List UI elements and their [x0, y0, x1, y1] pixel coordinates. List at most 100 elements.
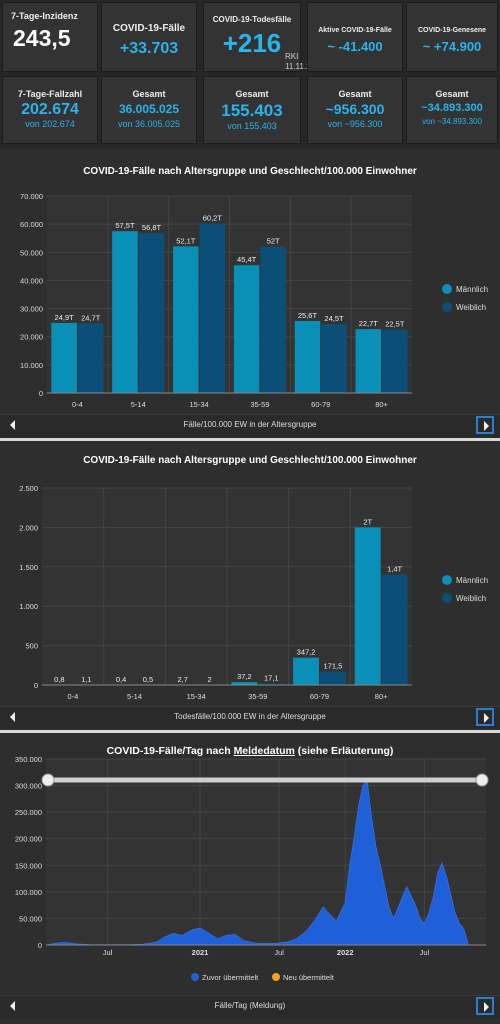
x-tick-label: 0-4 [72, 400, 83, 409]
y-tick-label: 200.000 [15, 835, 42, 844]
x-tick-label: 2022 [337, 948, 354, 957]
legend-swatch [442, 302, 452, 312]
kpi-aktiv[interactable]: Aktive COVID-19-Fälle ~ -41.400 [307, 2, 403, 72]
title-text: (siehe Erläuterung) [294, 745, 394, 757]
legend-label: Männlich [456, 576, 488, 585]
cases-age-chart: 0 10.000 20.000 30.000 40.000 50.000 60.000 70.… [20, 192, 488, 409]
y-tick-label: 2.000 [19, 523, 38, 532]
bar [382, 329, 408, 393]
data-label: 2T [363, 517, 372, 526]
legend-swatch [442, 284, 452, 294]
kpi-faelle-gesamt[interactable]: Gesamt 36.005.025 von 36.005.025 [101, 76, 197, 144]
daily-cases-chart: 0 50.000 100.000 150.000 200.000 250.000 300.0… [15, 755, 489, 982]
chart-title: COVID-19-Fälle nach Altersgruppe und Ges… [83, 166, 417, 177]
bar [293, 657, 319, 685]
y-tick-label: 100.000 [15, 888, 42, 897]
title-text: COVID-19-Fälle/Tag nach [106, 745, 234, 757]
bar [321, 324, 347, 393]
data-label: 0,4 [116, 675, 126, 684]
chart-navbar: Fälle/Tag (Meldung) [0, 995, 500, 1018]
bar [77, 323, 104, 393]
legend-swatch [191, 973, 199, 981]
x-tick-label: 5-14 [127, 692, 142, 701]
data-label: 24,5T [324, 314, 344, 323]
data-label: 24,9T [55, 313, 75, 322]
kpi-genesen-gesamt[interactable]: Gesamt ~34.893.300 von ~34.893.300 [406, 76, 498, 144]
bar [320, 671, 346, 685]
bar [199, 223, 226, 393]
legend-label: Neu übermittelt [283, 973, 335, 982]
data-label: 56,8T [142, 223, 162, 232]
kpi-label: 7-Tage-Fallzahl [17, 89, 83, 99]
y-tick-label: 60.000 [20, 220, 43, 229]
kpi-value: 202.674 [21, 101, 79, 118]
kpi-label: 7-Tage-Inzidenz [11, 11, 78, 21]
kpi-value: ~ -41.400 [327, 39, 383, 54]
y-tick-label: 300.000 [15, 782, 42, 791]
divider [0, 438, 500, 441]
nav-next-button[interactable] [476, 997, 494, 1015]
data-label: 1,1 [81, 675, 91, 684]
deaths-age-chart: 0 500 1.000 1.500 2.000 2.500 0,8 1,10-4 0,4 0,55… [19, 484, 488, 701]
kpi-label: COVID-19-Fälle [112, 23, 186, 34]
y-tick-label: 0 [39, 389, 43, 398]
kpi-tode-gesamt[interactable]: Gesamt 155.403 von 155.403 [203, 76, 301, 144]
data-label: 22,7T [359, 319, 379, 328]
meldedatum-link[interactable]: Meldedatum [233, 745, 295, 757]
x-tick-label: 35-59 [250, 400, 269, 409]
y-tick-label: 250.000 [15, 808, 42, 817]
bar [233, 265, 260, 393]
x-tick-label: 2021 [192, 948, 209, 957]
nav-next-button[interactable] [476, 416, 494, 434]
divider [0, 730, 500, 733]
kpi-aktiv-gesamt[interactable]: Gesamt ~956.300 von ~956.300 [307, 76, 403, 144]
kpi-faelle[interactable]: COVID-19-Fälle +33.703 [101, 2, 197, 72]
data-label: 22,5T [385, 320, 405, 329]
bar [51, 322, 77, 393]
kpi-genesen[interactable]: COVID-19-Genesene ~ +74.900 [406, 2, 498, 72]
data-label: 45,4T [237, 255, 257, 264]
y-tick-label: 150.000 [15, 861, 42, 870]
kpi-value: ~ +74.900 [422, 39, 482, 54]
y-tick-label: 1.000 [19, 602, 38, 611]
data-label: 57,5T [115, 221, 135, 230]
legend-swatch [272, 973, 280, 981]
x-tick-label: 35-59 [248, 692, 267, 701]
kpi-tode[interactable]: COVID-19-Todesfälle +216 [203, 2, 301, 72]
nav-prev-button[interactable] [10, 420, 15, 430]
nav-next-button[interactable] [476, 708, 494, 726]
chart-navbar: Fälle/100.000 EW in der Altersgruppe [0, 414, 500, 437]
y-tick-label: 30.000 [20, 305, 43, 314]
data-label: 24,7T [81, 313, 101, 322]
chart-title: COVID-19-Fälle/Tag nach Meldedatum (sieh… [0, 745, 500, 757]
kpi-label: COVID-19-Todesfälle [212, 15, 292, 24]
kpi-value: 155.403 [221, 101, 283, 120]
kpi-sub: von 36.005.025 [117, 119, 181, 129]
data-label: 60,2T [203, 214, 223, 223]
x-tick-label: 0-4 [67, 692, 78, 701]
bar [231, 682, 258, 685]
x-tick-label: 60-79 [311, 400, 330, 409]
y-tick-label: 0 [34, 681, 38, 690]
x-axis-label: Fälle/Tag (Meldung) [214, 1001, 286, 1010]
kpi-inzidenz[interactable]: 7-Tage-Inzidenz 243,5 [2, 2, 98, 72]
kpi-fallzahl[interactable]: 7-Tage-Fallzahl 202.674 von 202.674 [2, 76, 98, 144]
y-tick-label: 10.000 [20, 361, 43, 370]
data-label: 0,5 [143, 675, 153, 684]
x-tick-label: Jul [420, 948, 430, 957]
nav-prev-button[interactable] [10, 712, 15, 722]
data-label: 347,2 [297, 648, 316, 657]
kpi-grid: 7-Tage-Inzidenz 243,5 COVID-19-Fälle +33… [0, 0, 500, 148]
y-tick-label: 350.000 [15, 755, 42, 764]
data-label: 171,5 [324, 661, 343, 670]
bar [112, 231, 138, 393]
bar [354, 527, 381, 685]
legend-label: Weiblich [456, 594, 486, 603]
bar [138, 233, 165, 393]
bar [381, 574, 408, 685]
kpi-label: Aktive COVID-19-Fälle [318, 27, 392, 34]
x-tick-label: 15-34 [189, 400, 208, 409]
nav-prev-button[interactable] [10, 1001, 15, 1011]
plot-area [46, 759, 486, 945]
x-tick-label: 80+ [375, 400, 388, 409]
